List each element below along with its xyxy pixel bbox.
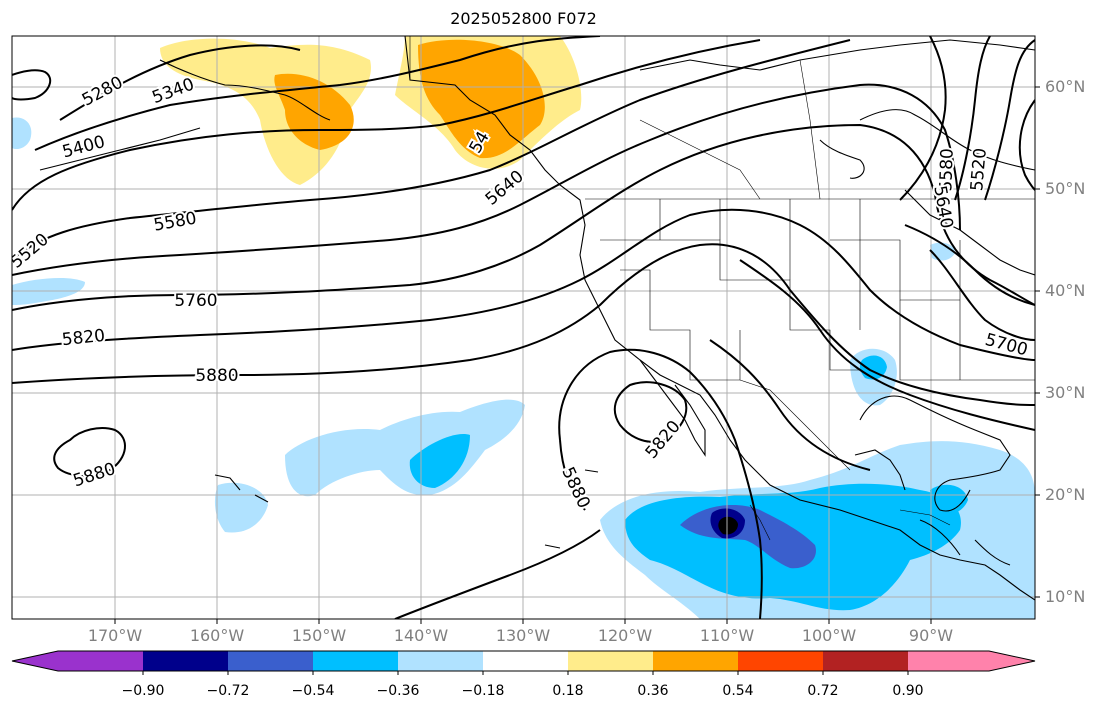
lat-label: 10°N [1045, 587, 1086, 606]
contour-label: 5880 [195, 366, 238, 386]
lon-label: 120°W [597, 626, 653, 645]
negative-shading-3 [285, 399, 525, 497]
colorbar-segment [398, 651, 483, 671]
negative-shading-14 [930, 484, 968, 515]
colorbar-segment [738, 651, 823, 671]
negative-shading-15 [700, 595, 740, 619]
lon-label: 160°W [189, 626, 245, 645]
colorbar-segment [908, 651, 989, 671]
positive-shading-4 [418, 39, 545, 159]
shading-layer [12, 36, 1035, 619]
colorbar-segment [483, 651, 568, 671]
colorbar-segment [143, 651, 228, 671]
colorbar-segment [58, 651, 144, 671]
lon-label: 140°W [393, 626, 449, 645]
colorbar-extend-high [989, 651, 1035, 671]
height-contours [12, 36, 1035, 619]
colorbar-tick-label: 0.36 [637, 683, 669, 699]
contour-label: 5760 [174, 291, 217, 311]
axis-ticks [114, 86, 1040, 624]
colorbar-tick-label: −0.54 [291, 683, 335, 699]
negative-shading-10 [718, 516, 738, 535]
political-borders [409, 36, 1035, 541]
negative-shading-4 [409, 434, 470, 488]
colorbar-extend-low [12, 651, 58, 671]
colorbar-segment [653, 651, 738, 671]
contour-label: 5580 [936, 148, 957, 192]
negative-shading-1 [12, 117, 32, 150]
colorbar-tick-label: −0.18 [461, 683, 505, 699]
lat-label: 40°N [1045, 281, 1086, 300]
grid-lines [12, 36, 1035, 619]
colorbar-segment [823, 651, 908, 671]
colorbar-tick-label: 0.72 [807, 683, 839, 699]
colorbar-tick-label: −0.90 [121, 683, 165, 699]
map-title: 2025052800 F072 [450, 9, 597, 28]
negative-shading-2 [12, 278, 85, 305]
lat-label: 20°N [1045, 485, 1086, 504]
contour-label: 5520 [967, 147, 991, 192]
lon-label: 130°W [495, 626, 551, 645]
colorbar-tick-label: 0.54 [722, 683, 754, 699]
colorbar-tick-label: −0.72 [206, 683, 250, 699]
lon-label: 170°W [87, 626, 143, 645]
lat-label: 30°N [1045, 383, 1086, 402]
colorbar-tick-label: 0.90 [892, 683, 924, 699]
colorbar-segment [568, 651, 653, 671]
colorbar-tick-label: 0.18 [552, 683, 584, 699]
colorbar-tick-label: −0.36 [376, 683, 420, 699]
colorbar-segment [313, 651, 398, 671]
coastlines [39, 36, 1035, 601]
lon-label: 110°W [699, 626, 755, 645]
colorbar [11, 650, 1036, 675]
lat-label: 50°N [1045, 179, 1086, 198]
colorbar-segment [228, 651, 313, 671]
lon-label: 90°W [908, 626, 954, 645]
lat-label: 60°N [1045, 77, 1086, 96]
lon-label: 100°W [801, 626, 857, 645]
lon-label: 150°W [291, 626, 347, 645]
